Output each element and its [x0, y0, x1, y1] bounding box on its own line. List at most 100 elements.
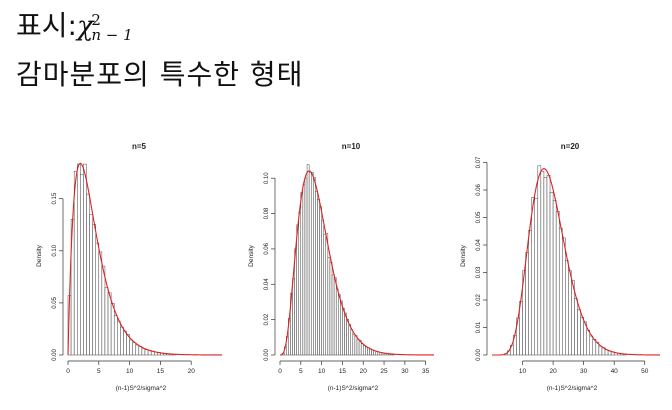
- histogram-bar: [117, 320, 121, 356]
- subtitle: 감마분포의 특수한 형태: [16, 58, 304, 91]
- histogram-bars: [503, 165, 627, 356]
- x-tick-label: 10: [519, 368, 527, 375]
- x-axis-label: (n-1)S^2/sigma^2: [116, 385, 167, 392]
- histogram-bar: [598, 345, 603, 356]
- histogram-bar: [592, 339, 597, 356]
- chart-title: n=20: [561, 142, 580, 151]
- histogram-bar: [95, 242, 100, 356]
- histogram-bar: [89, 214, 93, 356]
- x-tick-label: 15: [339, 368, 347, 375]
- histogram-bars: [67, 163, 177, 356]
- histogram-bar: [549, 192, 554, 356]
- chart-title: n=5: [132, 142, 147, 151]
- heading-label: 표시:: [16, 9, 77, 42]
- y-tick-label: 0.05: [52, 296, 58, 308]
- histogram-bar: [296, 224, 299, 356]
- heading-line: 표시:χ 2 n − 1: [16, 10, 133, 43]
- histogram-bar: [540, 171, 545, 356]
- chi-subscript: n − 1: [91, 25, 133, 44]
- y-tick-label: 0.01: [476, 321, 482, 333]
- histogram-bar: [92, 224, 96, 356]
- density-curve: [67, 162, 223, 356]
- x-axis-label: (n-1)S^2/sigma^2: [547, 385, 598, 392]
- histogram-bar: [333, 277, 337, 356]
- histogram-bar: [534, 198, 539, 356]
- histogram-bar: [346, 319, 349, 356]
- chi-glyph: χ: [76, 11, 94, 42]
- y-tick-label: 0.05: [476, 211, 482, 223]
- chart-title: n=10: [342, 142, 361, 151]
- chart-n20: n=20 10 20 30 40 50 0.00 0.01 0.02 0.03 0.04 0.05 0.…: [460, 142, 660, 392]
- histogram-bar: [294, 248, 297, 356]
- histogram-bar: [354, 335, 358, 356]
- y-tick-label: 0.08: [264, 207, 270, 219]
- histogram-bar: [306, 164, 310, 356]
- histogram-bar: [580, 317, 584, 356]
- x-axis-label: (n-1)S^2/sigma^2: [328, 385, 379, 392]
- histogram-bar: [129, 339, 133, 356]
- histogram-bar: [344, 312, 347, 356]
- x-tick-label: 20: [188, 368, 196, 375]
- histogram-bar: [546, 174, 551, 356]
- x-tick-label: 20: [360, 368, 368, 375]
- y-tick-label: 0.03: [476, 266, 482, 278]
- histogram-bar: [574, 298, 578, 356]
- x-tick-label: 10: [126, 368, 134, 375]
- histogram-bar: [335, 288, 339, 356]
- histogram-bar: [555, 211, 560, 356]
- histogram-bar: [537, 165, 542, 356]
- y-tick-label: 0.00: [476, 349, 482, 361]
- histogram-bar: [107, 292, 112, 356]
- histogram-bar: [565, 260, 569, 356]
- histogram-bar: [113, 315, 118, 356]
- x-tick-label: 30: [401, 368, 409, 375]
- chart-n5: n=5 0 5 10 15 20 0.00 0.05 0.10 0.15 (n-1)S^2/sigm…: [36, 142, 223, 392]
- x-tick-label: 5: [97, 368, 101, 375]
- histogram-bar: [356, 338, 360, 356]
- histogram-bar: [525, 252, 529, 356]
- histogram-bar: [321, 219, 324, 356]
- histogram-bar: [304, 177, 308, 356]
- histogram-bar: [302, 184, 306, 356]
- histogram-bars: [281, 164, 395, 356]
- x-tick-label: 35: [422, 368, 430, 375]
- x-tick-label: 0: [66, 368, 70, 375]
- histogram-bar: [104, 287, 109, 356]
- x-tick-label: 20: [549, 368, 557, 375]
- density-curve: [279, 170, 434, 356]
- histogram-bar: [292, 278, 295, 356]
- histogram-bar: [360, 343, 364, 356]
- y-tick-label: 0.00: [52, 349, 58, 361]
- y-tick-label: 0.02: [264, 313, 270, 325]
- histogram-bar: [144, 349, 149, 356]
- histogram-bar: [300, 192, 304, 356]
- y-axis-label: Density: [248, 244, 255, 266]
- histogram-bar: [319, 206, 322, 356]
- histogram-bar: [365, 346, 368, 356]
- histogram-bar: [577, 309, 581, 356]
- y-tick-label: 0.15: [52, 192, 58, 204]
- histogram-bar: [101, 265, 106, 356]
- chi-superscript: 2: [91, 10, 101, 29]
- histogram-bar: [568, 270, 572, 356]
- histogram-bar: [352, 334, 356, 356]
- histogram-bar: [531, 197, 535, 356]
- x-tick-label: 50: [641, 368, 649, 375]
- y-tick-label: 0.04: [264, 278, 270, 290]
- histogram-bar: [348, 324, 351, 356]
- histogram-bar: [141, 348, 146, 356]
- histogram-bar: [325, 233, 329, 356]
- histogram-bar: [313, 177, 316, 356]
- histogram-bar: [552, 200, 557, 356]
- histogram-bar: [308, 171, 312, 356]
- histogram-bar: [323, 233, 327, 356]
- histogram-bar: [298, 212, 302, 356]
- x-tick-label: 15: [157, 368, 165, 375]
- y-tick-label: 0.10: [264, 172, 270, 184]
- y-tick-label: 0.07: [476, 156, 482, 168]
- histogram-bar: [528, 230, 532, 356]
- histogram-bar: [73, 170, 78, 356]
- histogram-bar: [80, 174, 84, 356]
- chart-n10: n=10 0 5 10 15 20 25 30 35 0.00 0.02 0.04 0.06 0.08 0.…: [248, 142, 434, 392]
